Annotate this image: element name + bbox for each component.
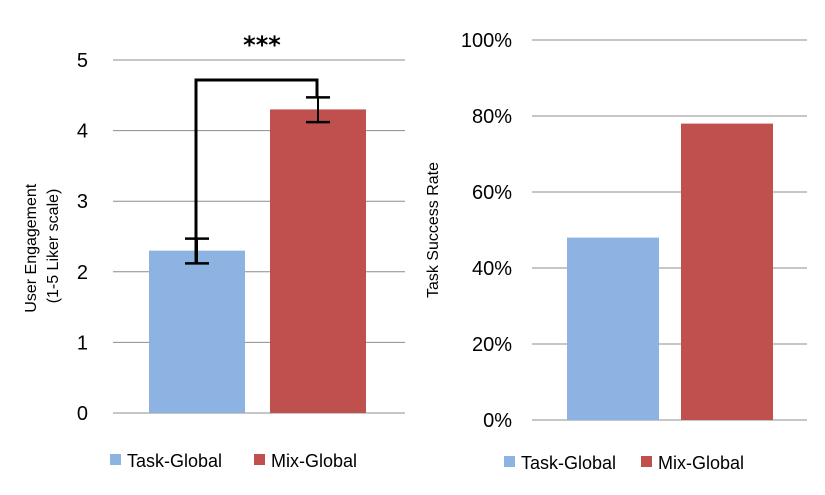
engagement-y-axis-title-line2: (1-5 Liker scale) (45, 189, 62, 304)
success-y-tick-label: 60% (472, 182, 512, 204)
legend-label-task-global: Task-Global (127, 451, 222, 471)
engagement-y-tick-label: 5 (77, 50, 88, 72)
legend-label-task-global-right: Task-Global (521, 453, 616, 473)
success-y-ticks: 0% 20% 40% 60% 80% 100% (461, 30, 512, 432)
success-y-axis-title: Task Success Rate (425, 162, 442, 298)
success-y-tick-label: 20% (472, 334, 512, 356)
engagement-bar-mix-global (270, 109, 366, 414)
task-success-chart: 0% 20% 40% 60% 80% 100% Task Success Rate Tas… (425, 30, 807, 473)
engagement-y-tick-label: 2 (77, 262, 88, 284)
success-y-tick-label: 80% (472, 106, 512, 128)
success-y-tick-label: 0% (483, 410, 512, 432)
success-legend: Task-Global Mix-Global (504, 453, 744, 473)
engagement-y-axis-title: User Engagement (1-5 Liker scale) (23, 179, 62, 312)
success-y-tick-label: 100% (461, 30, 512, 52)
legend-swatch-mix-global-right (641, 456, 652, 467)
significance-bracket (194, 78, 319, 264)
engagement-chart: 0 1 2 3 4 5 *** User Engagement (1-5 Liker sc… (23, 31, 405, 471)
legend-label-mix-global: Mix-Global (271, 451, 357, 471)
success-bar-mix-global (681, 123, 773, 420)
engagement-y-tick-label: 1 (77, 332, 88, 354)
significance-label: *** (243, 31, 281, 59)
significance-bracket-line (194, 78, 319, 264)
success-bars (567, 123, 773, 420)
success-bar-task-global (567, 237, 659, 420)
engagement-legend: Task-Global Mix-Global (110, 451, 357, 471)
engagement-y-tick-label: 3 (77, 191, 88, 213)
engagement-y-axis-title-line1: User Engagement (23, 183, 40, 313)
engagement-y-tick-label: 0 (77, 403, 88, 425)
engagement-bar-task-global (149, 250, 245, 413)
legend-swatch-task-global-right (504, 456, 515, 467)
legend-swatch-task-global (110, 454, 121, 465)
engagement-y-ticks: 0 1 2 3 4 5 (77, 50, 88, 425)
success-y-tick-label: 40% (472, 258, 512, 280)
engagement-y-tick-label: 4 (77, 121, 88, 143)
engagement-bars (149, 109, 366, 414)
legend-label-mix-global-right: Mix-Global (658, 453, 744, 473)
legend-swatch-mix-global (254, 454, 265, 465)
